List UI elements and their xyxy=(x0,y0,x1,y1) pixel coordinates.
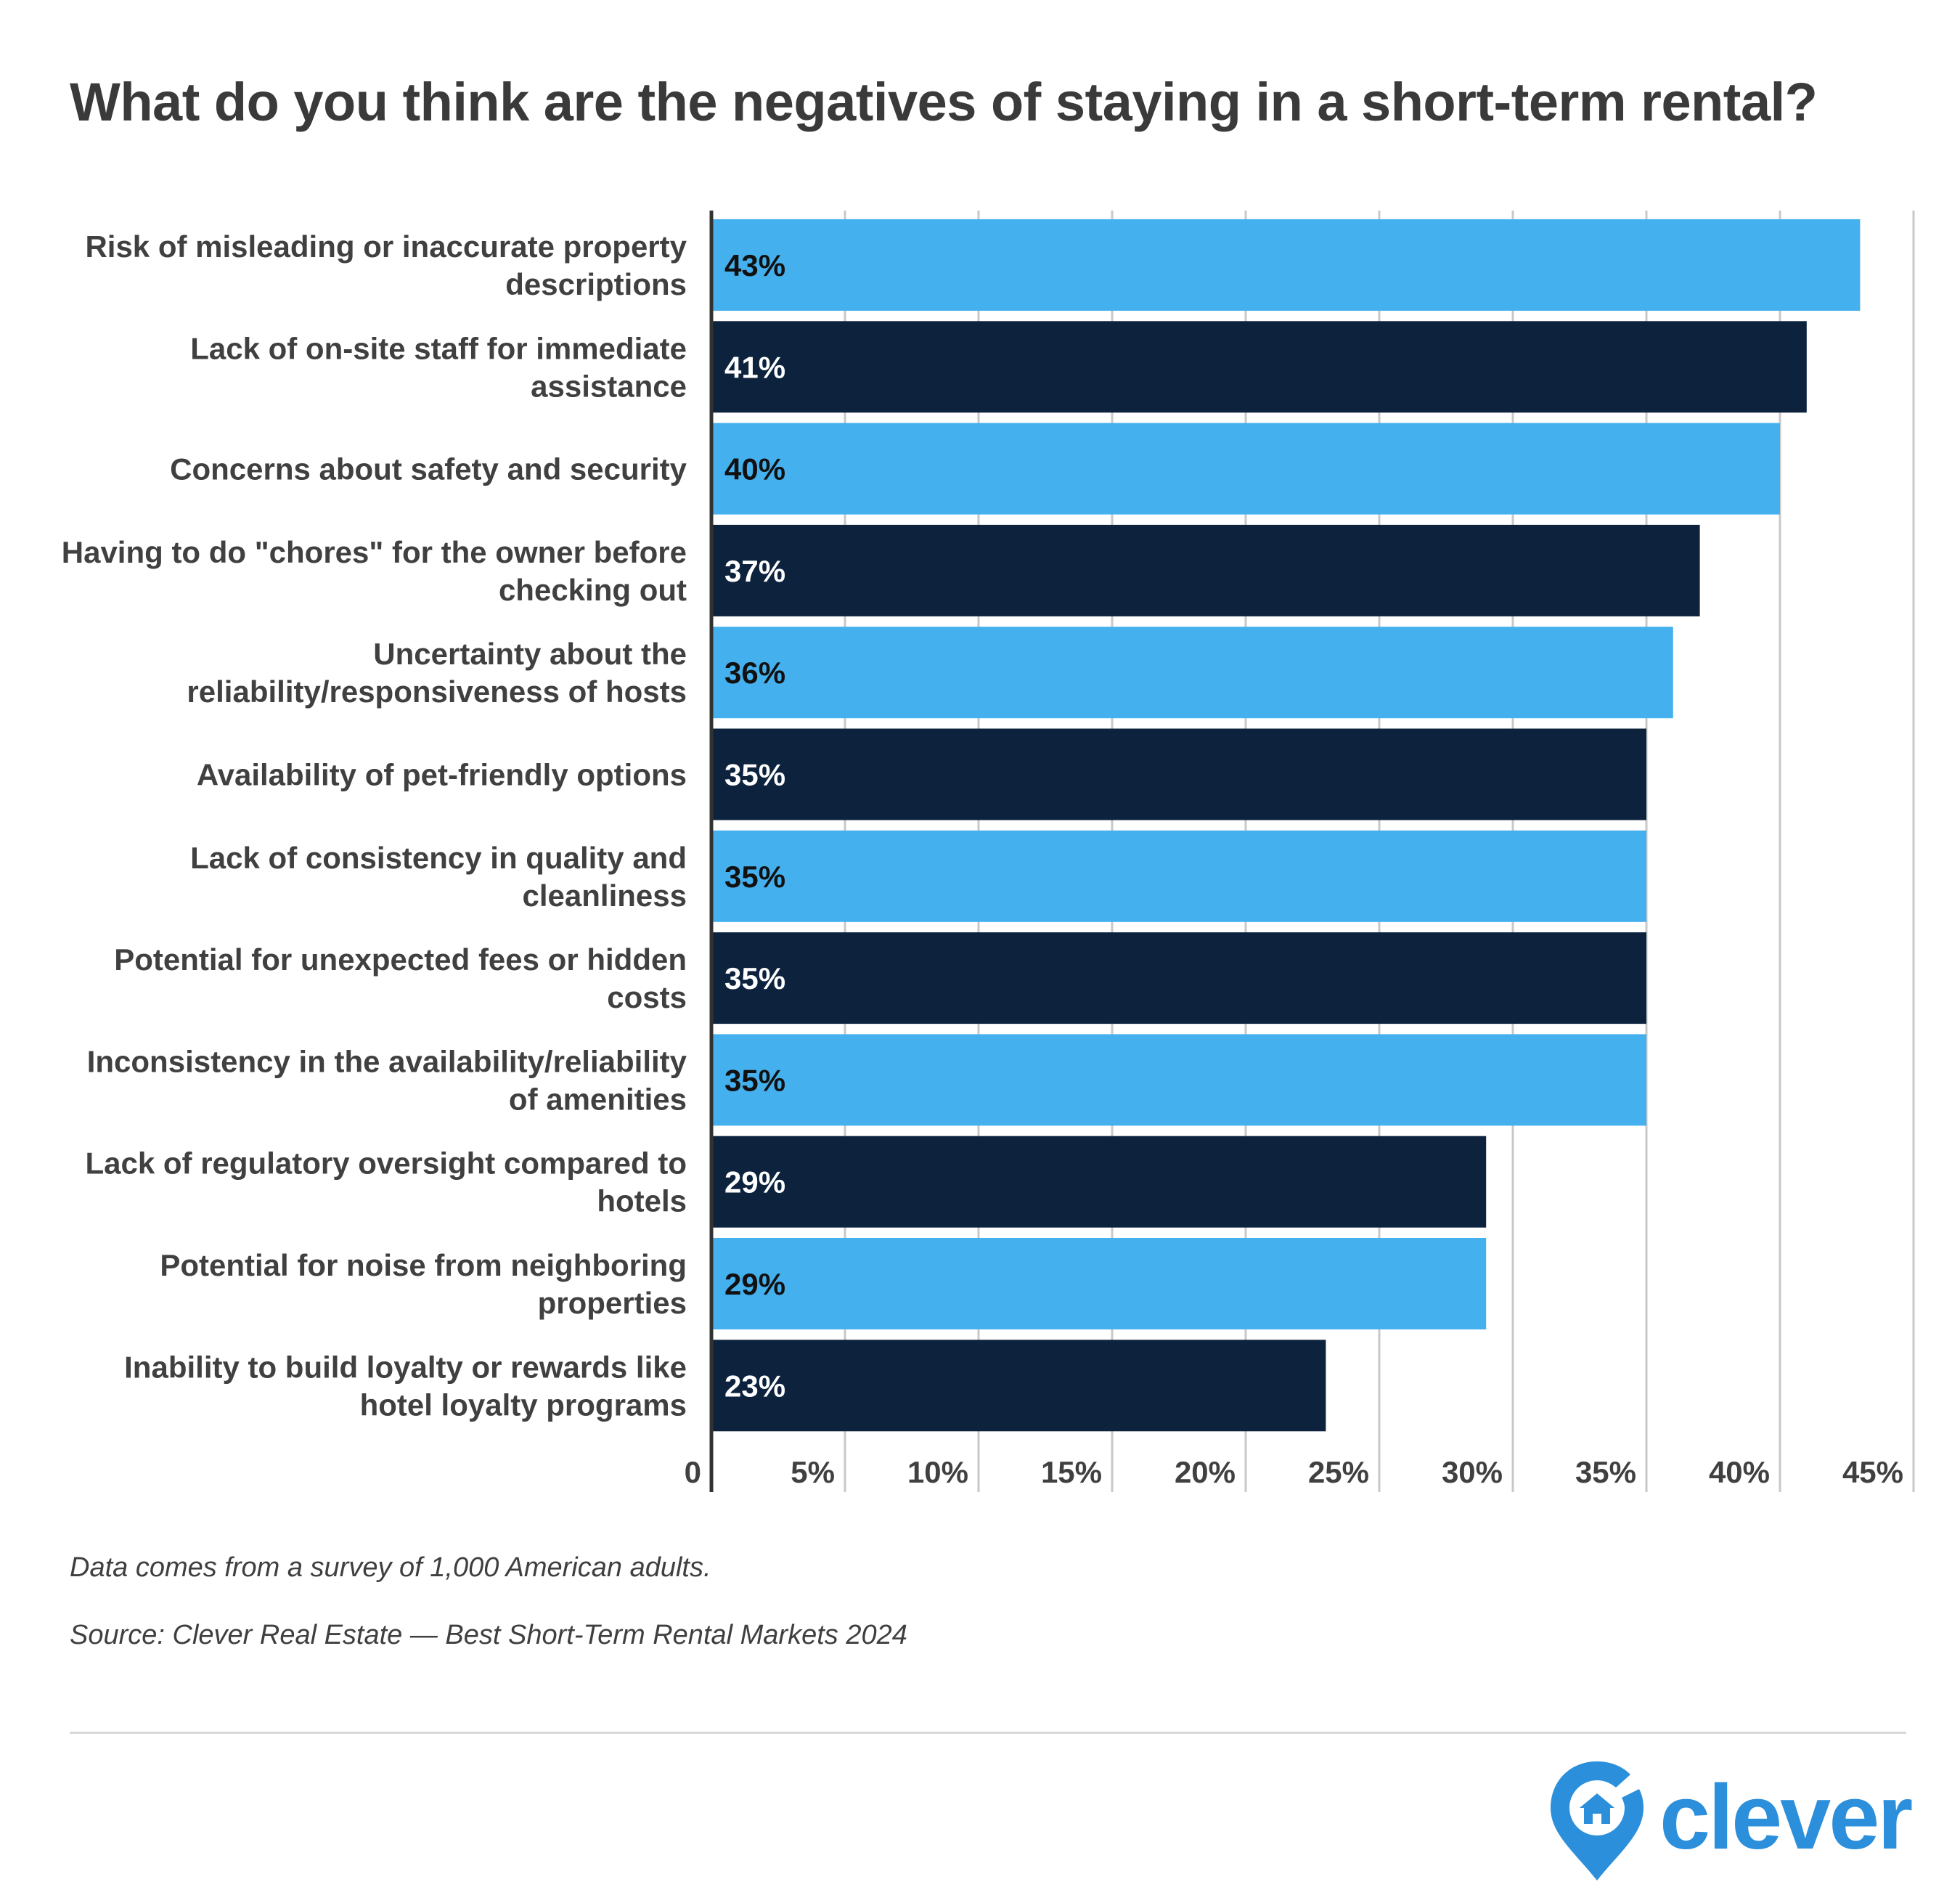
category-label-2-line-1: Lack of on-site staff for immediate xyxy=(190,331,687,365)
category-label-6: Availability of pet-friendly options xyxy=(197,758,687,792)
category-label-1-line-1: Risk of misleading or inaccurate propert… xyxy=(85,229,687,264)
bar-5 xyxy=(711,627,1673,719)
bar-2 xyxy=(711,321,1807,413)
divider xyxy=(70,1732,1906,1734)
tick-label-0: 0 xyxy=(685,1455,701,1489)
category-label-7-line-2: cleanliness xyxy=(523,879,687,913)
data-label-7: 35% xyxy=(724,860,785,894)
survey-note: Data comes from a survey of 1,000 Americ… xyxy=(70,1552,711,1583)
tick-label-30: 30% xyxy=(1442,1455,1503,1489)
bar-1 xyxy=(711,219,1861,311)
tick-label-45: 45% xyxy=(1842,1455,1903,1489)
data-label-6: 35% xyxy=(724,758,785,792)
category-label-12-line-1: Inability to build loyalty or rewards li… xyxy=(124,1350,687,1384)
data-label-1: 43% xyxy=(724,248,785,282)
bar-9 xyxy=(711,1034,1646,1126)
category-label-4-line-1: Having to do "chores" for the owner befo… xyxy=(62,535,687,569)
tick-label-40: 40% xyxy=(1709,1455,1770,1489)
category-label-12-line-2: hotel loyalty programs xyxy=(360,1387,687,1422)
bar-4 xyxy=(711,524,1700,616)
category-label-9-line-1: Inconsistency in the availability/reliab… xyxy=(87,1044,687,1078)
data-label-11: 29% xyxy=(724,1267,785,1301)
tick-label-35: 35% xyxy=(1575,1455,1636,1489)
bar-chart: 43% Risk of misleading or inaccurate prop… xyxy=(62,211,1915,1492)
category-label-11-line-2: properties xyxy=(538,1286,687,1320)
data-label-5: 36% xyxy=(724,656,785,690)
category-label-8-line-2: costs xyxy=(607,980,687,1014)
data-label-10: 29% xyxy=(724,1165,785,1199)
data-label-8: 35% xyxy=(724,961,785,995)
bar-3 xyxy=(711,423,1780,515)
category-label-10-line-2: hotels xyxy=(597,1184,687,1218)
category-label-7-line-1: Lack of consistency in quality and xyxy=(190,841,687,875)
logo-text: clever xyxy=(1659,1766,1913,1868)
data-label-9: 35% xyxy=(724,1063,785,1097)
data-label-12: 23% xyxy=(724,1369,785,1403)
category-label-2-line-2: assistance xyxy=(531,369,687,403)
bar-11 xyxy=(711,1238,1487,1329)
logo-pin-icon xyxy=(1551,1761,1643,1880)
bar-7 xyxy=(711,830,1646,922)
clever-logo: clever xyxy=(1546,1757,1913,1888)
tick-label-20: 20% xyxy=(1175,1455,1236,1489)
category-label-10-line-1: Lack of regulatory oversight compared to xyxy=(85,1146,687,1181)
tick-label-25: 25% xyxy=(1308,1455,1369,1489)
category-label-9-line-2: of amenities xyxy=(509,1082,687,1116)
data-label-2: 41% xyxy=(724,350,785,384)
category-label-1-line-2: descriptions xyxy=(505,267,687,301)
category-label-5-line-1: Uncertainty about the xyxy=(373,637,687,671)
bar-12 xyxy=(711,1340,1326,1432)
tick-label-5: 5% xyxy=(791,1455,835,1489)
data-label-3: 40% xyxy=(724,452,785,486)
bar-6 xyxy=(711,728,1646,820)
category-label-4-line-2: checking out xyxy=(499,573,687,607)
bar-8 xyxy=(711,932,1646,1024)
chart-title: What do you think are the negatives of s… xyxy=(70,72,1818,132)
category-label-3: Concerns about safety and security xyxy=(170,452,687,486)
tick-label-10: 10% xyxy=(907,1455,968,1489)
category-label-8-line-1: Potential for unexpected fees or hidden xyxy=(114,942,687,977)
category-label-5-line-2: reliability/responsiveness of hosts xyxy=(187,675,687,709)
source-note: Source: Clever Real Estate — Best Short-… xyxy=(70,1620,907,1650)
category-label-11-line-1: Potential for noise from neighboring xyxy=(160,1248,687,1282)
data-label-4: 37% xyxy=(724,554,785,588)
bar-10 xyxy=(711,1136,1487,1228)
tick-label-15: 15% xyxy=(1041,1455,1102,1489)
